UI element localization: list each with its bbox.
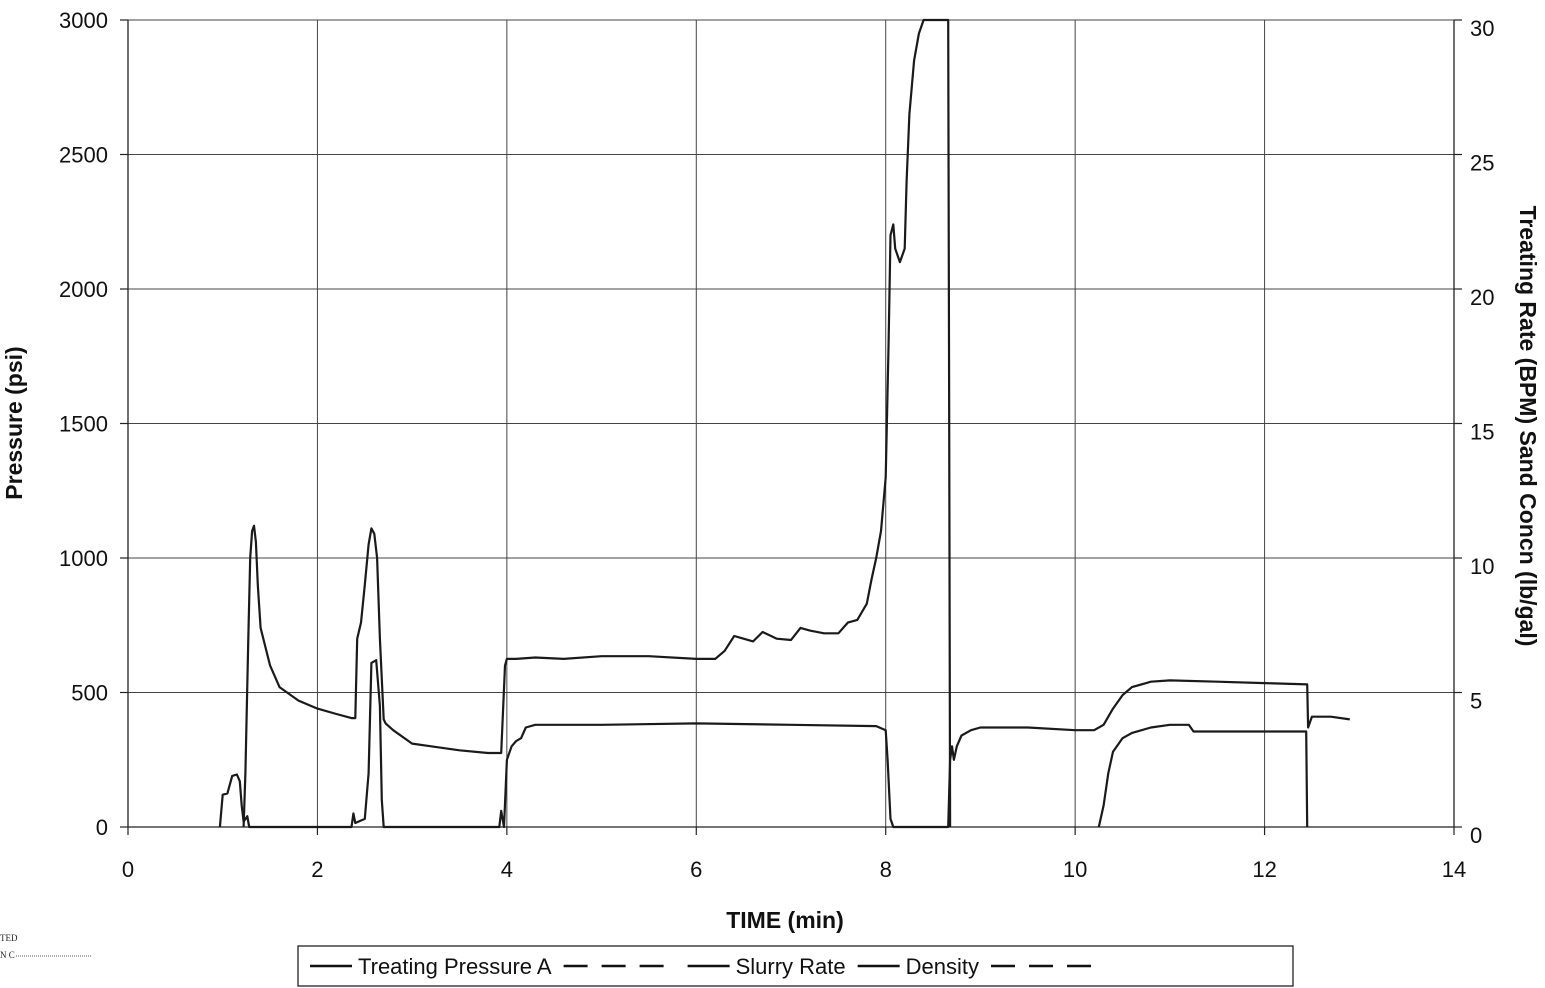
x-tick-label: 4 [501, 857, 513, 882]
y-tick-label: 0 [96, 815, 108, 840]
y2-tick-label: 25 [1470, 151, 1494, 176]
legend-label-4: Density [906, 954, 979, 979]
y2-tick-label: 5 [1470, 689, 1482, 714]
stamp: TED N C [0, 933, 92, 960]
series-line-1 [242, 18, 952, 828]
y2-tick-label: 15 [1470, 420, 1494, 445]
left-axis: 0 500 1000 1500 2000 2500 3000 [59, 8, 128, 840]
legend-label-1: Treating Pressure A [358, 954, 552, 979]
y-tick-label: 1500 [59, 412, 108, 437]
y-tick-label: 2500 [59, 143, 108, 168]
y2-tick-label: 0 [1470, 823, 1482, 848]
y2-axis-title: Treating Rate (BPM) Sand Concn (lb/gal) [1515, 206, 1541, 647]
y-tick-label: 500 [71, 681, 108, 706]
x-tick-label: 6 [690, 857, 702, 882]
y2-tick-label: 10 [1470, 554, 1494, 579]
x-tick-label: 10 [1063, 857, 1087, 882]
y-tick-label: 3000 [59, 8, 108, 33]
x-axis: 0 2 4 6 8 10 12 14 [122, 827, 1466, 882]
y-axis-title: Pressure (psi) [1, 346, 27, 499]
stamp-line-2: N C [0, 950, 15, 960]
y2-tick-label: 30 [1470, 16, 1494, 41]
plot-area [218, 18, 1350, 829]
stamp-line-1: TED [0, 933, 18, 943]
y-tick-label: 1000 [59, 546, 108, 571]
legend-label-3: Slurry Rate [736, 954, 846, 979]
legend-box [297, 945, 1294, 987]
x-tick-label: 2 [311, 857, 323, 882]
x-tick-label: 12 [1252, 857, 1276, 882]
x-axis-title: TIME (min) [726, 907, 844, 933]
right-axis: 0 5 10 15 20 25 30 [1454, 16, 1494, 848]
x-tick-label: 8 [880, 857, 892, 882]
series-line-3 [1097, 723, 1309, 828]
x-tick-label: 0 [122, 857, 134, 882]
legend: Treating Pressure A Slurry Rate Density [297, 945, 1294, 987]
y2-tick-label: 20 [1470, 285, 1494, 310]
y-tick-label: 2000 [59, 277, 108, 302]
series-line-2 [218, 659, 1350, 829]
x-tick-label: 14 [1442, 857, 1466, 882]
